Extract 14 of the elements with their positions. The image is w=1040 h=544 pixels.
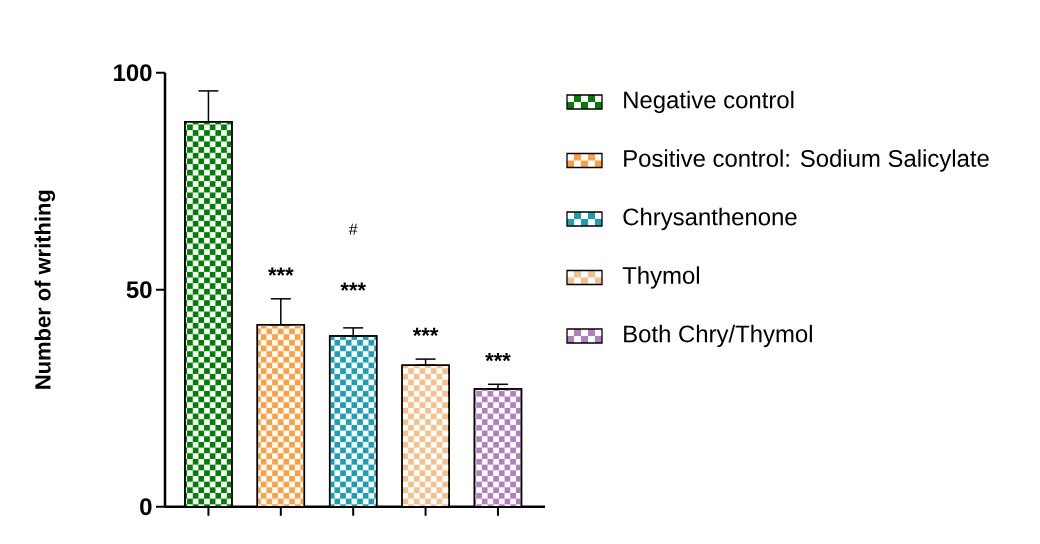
annotation: # (348, 223, 358, 235)
text: Negative control (624, 90, 794, 114)
text: Both Chry/Thymol (624, 324, 812, 348)
y-tick-label: 50 (126, 281, 152, 299)
y-tick-label: 100 (114, 64, 152, 82)
text: Chrysanthenone (623, 207, 797, 231)
text: Positive control: Sodium Salicylate (624, 149, 989, 172)
y-axis-title: Number of writhing (34, 190, 56, 389)
text: Thymol (622, 266, 699, 289)
annotation: *** (340, 282, 366, 291)
annotation: *** (412, 327, 439, 336)
annotation: *** (268, 267, 294, 276)
annotation: *** (485, 353, 511, 362)
y-tick-label: 0 (140, 498, 152, 516)
